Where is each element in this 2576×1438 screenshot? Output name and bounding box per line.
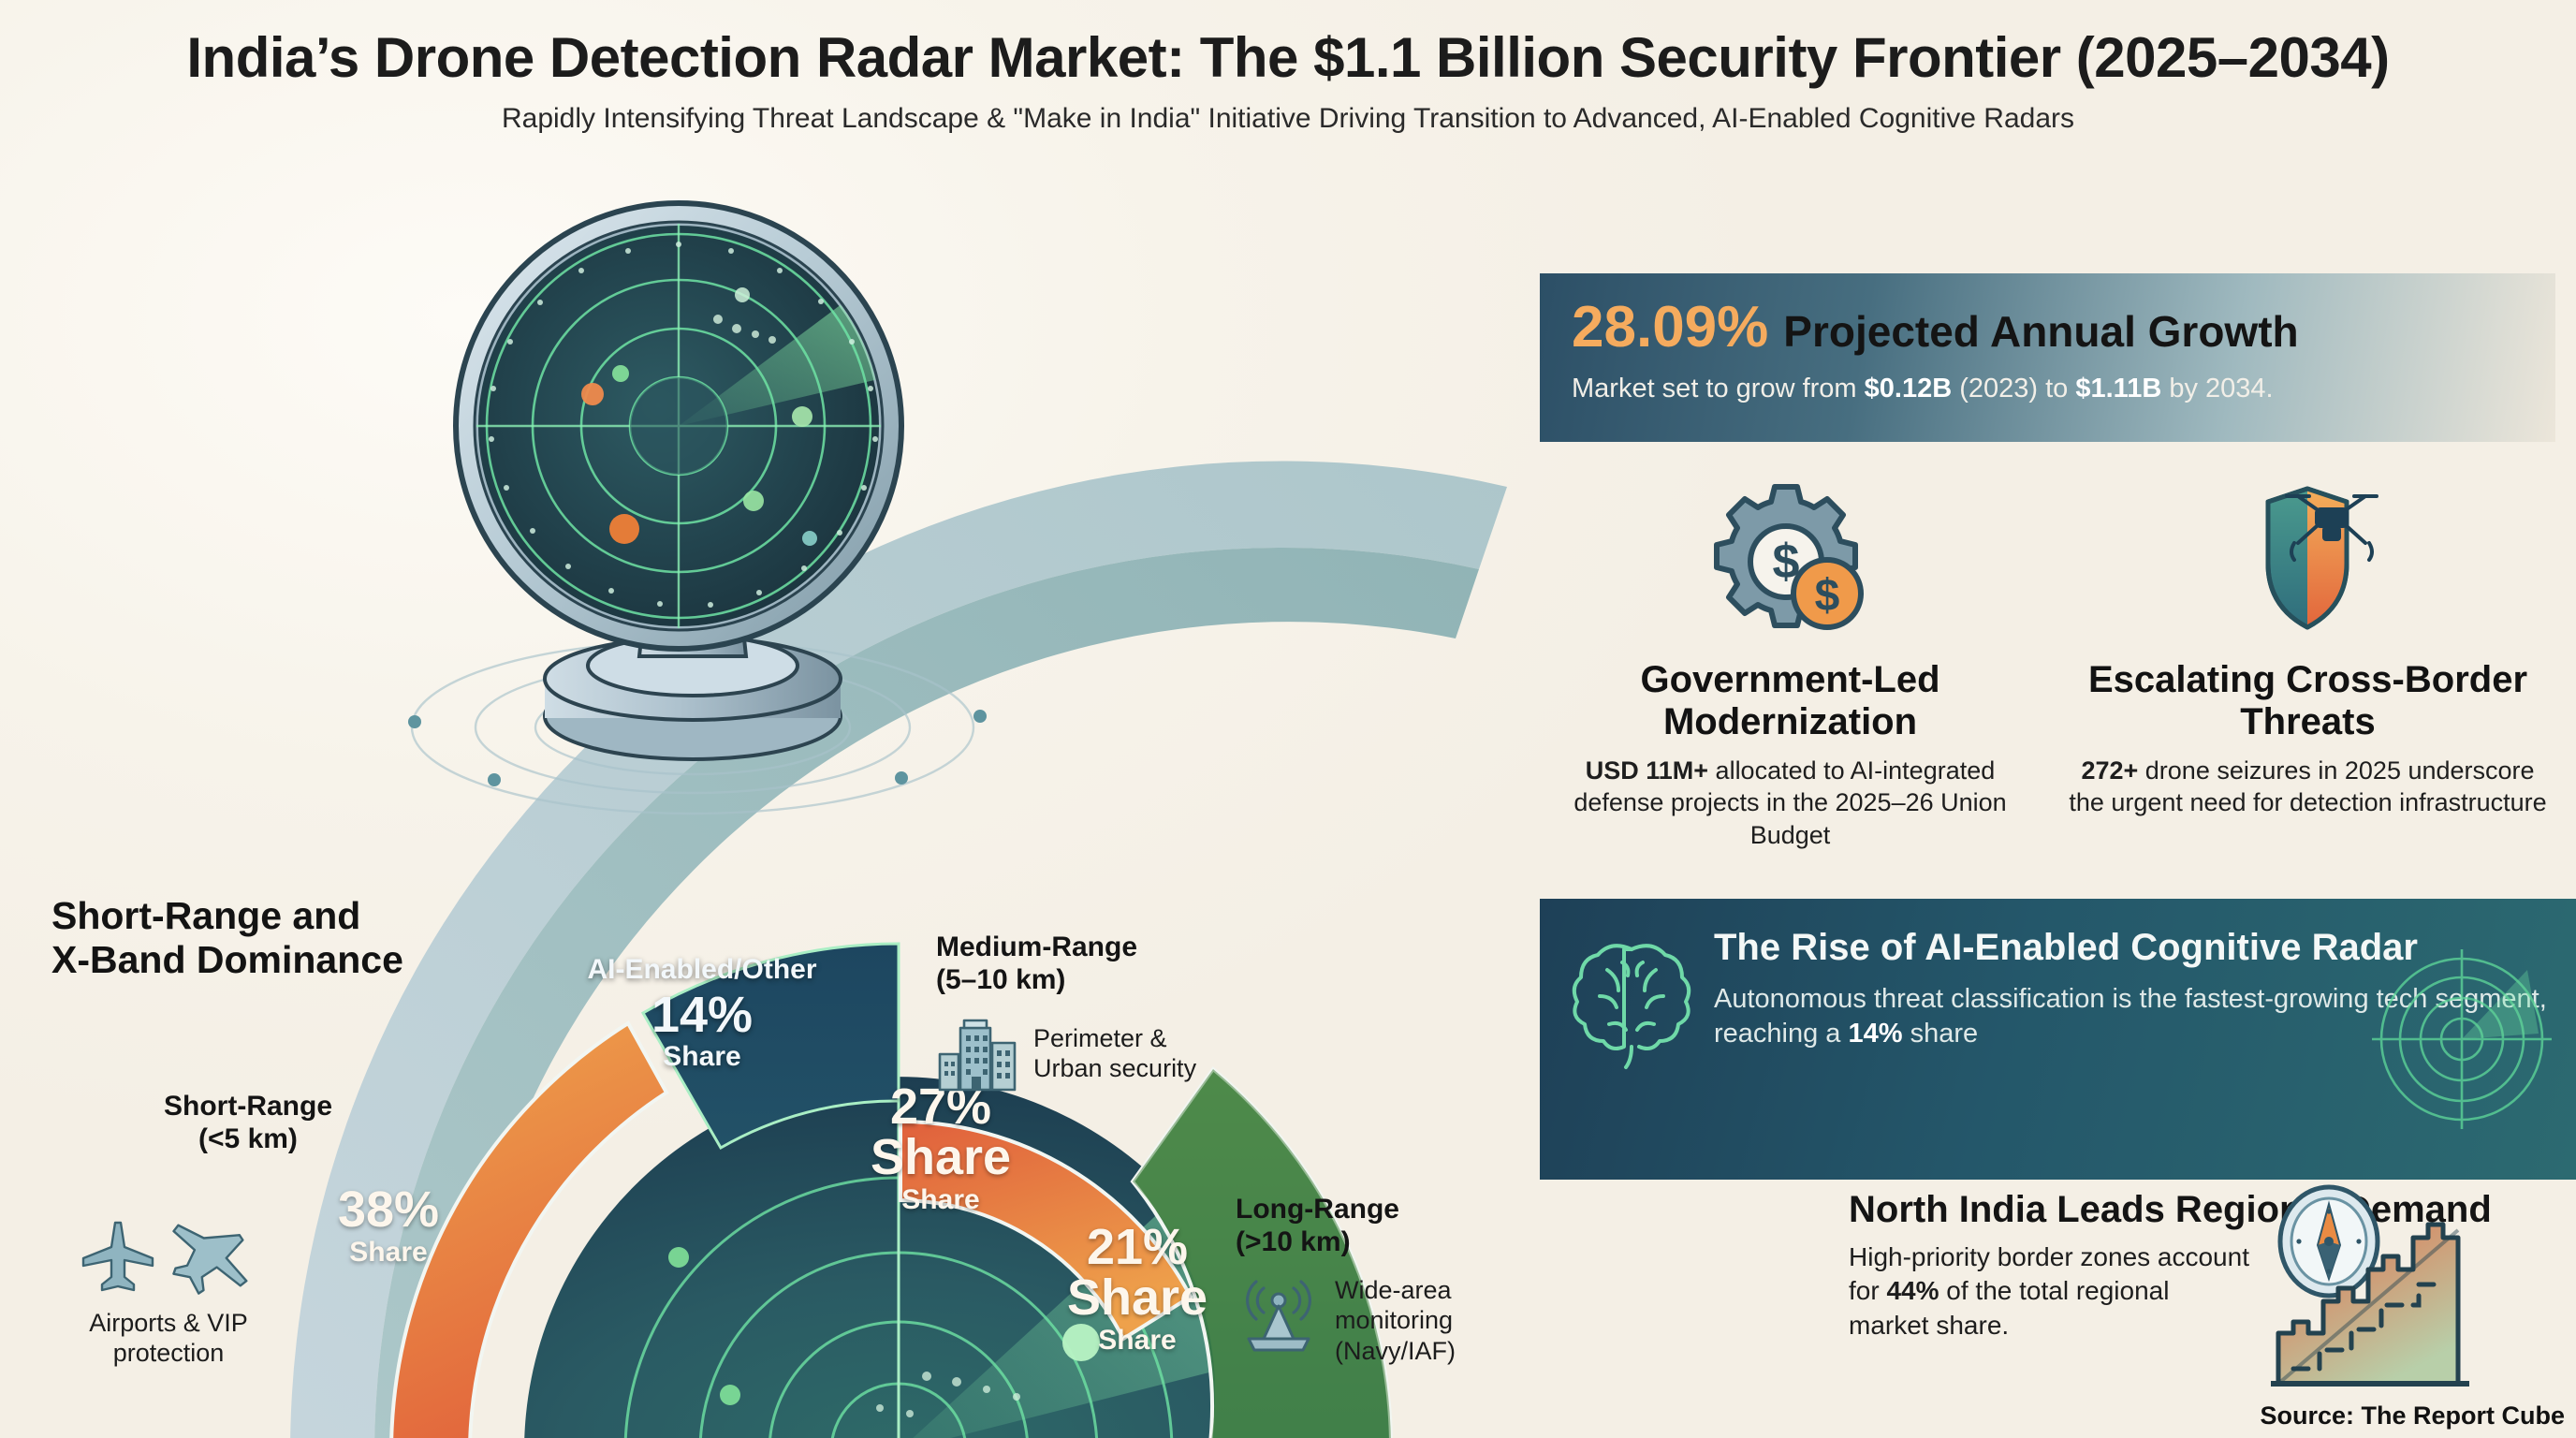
card-body-threats: 272+ drone seizures in 2025 underscore t…	[2069, 756, 2547, 817]
share-label-medium-range: 27% Share Share	[871, 1078, 1012, 1215]
highlight-cards: $ $ Government-Led Modernization USD 11M…	[1540, 468, 2565, 851]
growth-banner: 28.09% Projected Annual Growth Market se…	[1540, 273, 2555, 442]
medium-range-caption-2: Urban security	[1033, 1054, 1197, 1082]
page-subtitle: Rapidly Intensifying Threat Landscape & …	[501, 103, 2074, 134]
medium-range-caption-1: Perimeter &	[1033, 1023, 1167, 1052]
card-title-government: Government-Led Modernization	[1640, 659, 1940, 742]
ascending-chart-icon	[2271, 1222, 2469, 1387]
ai-cognitive-radar-panel: The Rise of AI-Enabled Cognitive Radar A…	[1540, 899, 2576, 1180]
gear-dollar-icon: $ $	[1713, 484, 1864, 630]
share-label-ai-enabled: AI-Enabled/Other 14% Share	[587, 954, 817, 1073]
header: India’s Drone Detection Radar Market: Th…	[0, 28, 2576, 136]
short-range-icon-group: Airports & VIP protection	[47, 1217, 290, 1369]
market-share-radar-chart	[234, 871, 1563, 1438]
svg-text:$: $	[1814, 571, 1839, 621]
card-government-modernization: $ $ Government-Led Modernization USD 11M…	[1540, 468, 2041, 851]
short-range-caption-2: protection	[112, 1339, 225, 1368]
shield-drone-icon	[2265, 486, 2378, 630]
share-label-short-range: 38% Share	[337, 1181, 440, 1268]
chart-section-title-line1: Short-Range and	[51, 894, 361, 937]
card-cross-border-threats: Escalating Cross-Border Threats 272+ dro…	[2057, 468, 2558, 851]
chart-section-title-line2: X-Band Dominance	[51, 937, 403, 981]
short-range-caption-1: Airports & VIP	[89, 1309, 248, 1337]
market-growth-line: Market set to grow from $0.12B (2023) to…	[1572, 374, 2274, 404]
share-label-long-range: 21% Share Share	[1067, 1219, 1208, 1356]
north-india-body: High-priority border zones account for 4…	[1849, 1241, 2249, 1340]
source-label: Source: The Report Cube	[2260, 1401, 2565, 1430]
airplane-icon	[81, 1221, 248, 1295]
brain-icon	[1572, 944, 1691, 1069]
cagr-value: 28.09%	[1572, 295, 1769, 360]
radar-scope-icon	[2372, 949, 2552, 1129]
label-long-range: Long-Range (>10 km) Wide-area monitoring…	[1236, 1194, 1456, 1365]
compass-icon	[2277, 1184, 2380, 1299]
north-india-panel: North India Leads Regional Demand High-p…	[1849, 1184, 2574, 1438]
long-range-caption-1: Wide-area	[1335, 1276, 1452, 1304]
segment-short-range	[389, 1020, 669, 1438]
long-range-caption-2: monitoring	[1335, 1306, 1454, 1335]
label-medium-range: Medium-Range (5–10 km)	[936, 932, 1196, 1093]
page-title: India’s Drone Detection Radar Market: Th…	[186, 26, 2390, 89]
cagr-label: Projected Annual Growth	[1783, 307, 2299, 356]
north-india-artwork	[2271, 1184, 2469, 1387]
card-body-government: USD 11M+ allocated to AI-integrated defe…	[1573, 756, 2007, 849]
card-title-threats: Escalating Cross-Border Threats	[2087, 659, 2528, 742]
label-short-range: Short-Range (<5 km)	[164, 1091, 332, 1154]
ai-panel-title: The Rise of AI-Enabled Cognitive Radar	[1714, 927, 2418, 968]
north-india-title: North India Leads Regional Demand	[1849, 1189, 2492, 1230]
long-range-caption-3: (Navy/IAF)	[1335, 1336, 1456, 1365]
buildings-icon	[938, 1019, 1017, 1092]
antenna-icon	[1246, 1280, 1311, 1352]
radar-dish-illustration	[370, 154, 1044, 847]
segment-medium-range	[899, 1119, 1193, 1342]
segment-ai-enabled	[640, 942, 900, 1438]
chart-section-title: Short-Range and X-Band Dominance	[51, 894, 403, 981]
